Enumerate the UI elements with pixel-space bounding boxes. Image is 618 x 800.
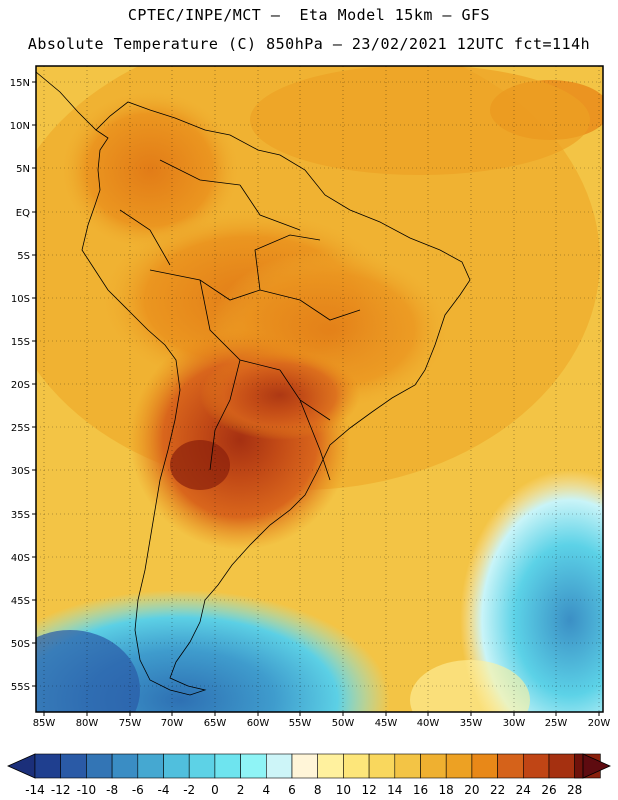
lon-label: 60W (247, 718, 270, 729)
colorbar-swatch (522, 753, 550, 779)
colorbar-swatch (111, 753, 139, 779)
colorbar-swatch (188, 753, 216, 779)
colorbar-swatch (471, 753, 498, 779)
colorbar-swatch (291, 753, 319, 779)
colorbar-swatch (368, 753, 396, 779)
lon-label: 80W (76, 718, 99, 729)
colorbar-swatch (445, 753, 473, 779)
colorbar-swatch (394, 753, 421, 779)
colorbar-swatch (574, 753, 584, 779)
graticule (36, 66, 603, 712)
lon-label: 65W (204, 718, 227, 729)
lat-label: 50S (11, 639, 30, 650)
lon-label: 50W (332, 718, 355, 729)
colorbar-label: -14 (25, 783, 45, 797)
longitude-axis (43, 712, 600, 716)
colorbar-max-arrow (582, 753, 611, 779)
lat-label: 5S (17, 251, 30, 262)
lon-label: 25W (545, 718, 568, 729)
colorbar-label: 4 (262, 783, 270, 797)
colorbar-swatch (214, 753, 241, 779)
lat-label: EQ (16, 208, 30, 219)
colorbar-label: 16 (413, 783, 428, 797)
colorbar-swatch (86, 753, 113, 779)
colorbar-label: -2 (183, 783, 195, 797)
colorbar-swatch (265, 753, 293, 779)
colorbar-label: -6 (132, 783, 144, 797)
map-subtitle: Absolute Temperature (C) 850hPa – 23/02/… (27, 35, 591, 53)
colorbar-swatch (343, 753, 370, 779)
colorbar-swatch (317, 753, 344, 779)
map-frame (35, 65, 604, 713)
lat-label: 5N (16, 164, 30, 175)
colorbar-label: 24 (516, 783, 531, 797)
colorbar (7, 753, 611, 779)
lon-label: 70W (161, 718, 184, 729)
coastlines (36, 71, 471, 696)
colorbar-swatch (163, 753, 190, 779)
lon-label: 30W (503, 718, 526, 729)
lon-label: 35W (460, 718, 483, 729)
colorbar-swatch (497, 753, 524, 779)
lon-label: 85W (33, 718, 56, 729)
lat-label: 20S (11, 380, 30, 391)
map-title: CPTEC/INPE/MCT – Eta Model 15km – GFS (127, 6, 491, 24)
colorbar-swatch (240, 753, 267, 779)
colorbar-label: 2 (237, 783, 245, 797)
colorbar-label: 6 (288, 783, 296, 797)
colorbar-label: 8 (314, 783, 322, 797)
colorbar-swatch (420, 753, 447, 779)
colorbar-label: -8 (106, 783, 118, 797)
colorbar-label: 28 (567, 783, 582, 797)
lon-label: 75W (119, 718, 142, 729)
colorbar-swatch (34, 753, 62, 779)
lat-label: 10S (11, 294, 30, 305)
lon-label: 45W (375, 718, 398, 729)
lon-label: 20W (588, 718, 611, 729)
lat-label: 40S (11, 553, 30, 564)
lat-label: 45S (11, 596, 30, 607)
colorbar-label: 12 (361, 783, 376, 797)
colorbar-label: 22 (490, 783, 505, 797)
lat-label: 30S (11, 466, 30, 477)
colorbar-label: -4 (158, 783, 170, 797)
colorbar-label: 18 (439, 783, 454, 797)
lat-label: 15N (10, 78, 30, 89)
lat-label: 55S (11, 682, 30, 693)
colorbar-swatch (137, 753, 164, 779)
colorbar-label: 0 (211, 783, 219, 797)
lat-label: 15S (11, 337, 30, 348)
colorbar-label: 10 (336, 783, 351, 797)
lat-label: 10N (10, 121, 30, 132)
colorbar-min-arrow (7, 753, 36, 779)
colorbar-label: 26 (541, 783, 556, 797)
colorbar-label: 14 (387, 783, 402, 797)
colorbar-swatch (60, 753, 87, 779)
colorbar-label: -10 (77, 783, 97, 797)
lon-label: 40W (417, 718, 440, 729)
lat-label: 25S (11, 423, 30, 434)
colorbar-swatch (548, 753, 576, 779)
latitude-axis (32, 81, 36, 687)
temperature-field (36, 66, 603, 712)
colorbar-label: -12 (51, 783, 71, 797)
colorbar-label: 20 (464, 783, 479, 797)
lon-label: 55W (289, 718, 312, 729)
lat-label: 35S (11, 510, 30, 521)
